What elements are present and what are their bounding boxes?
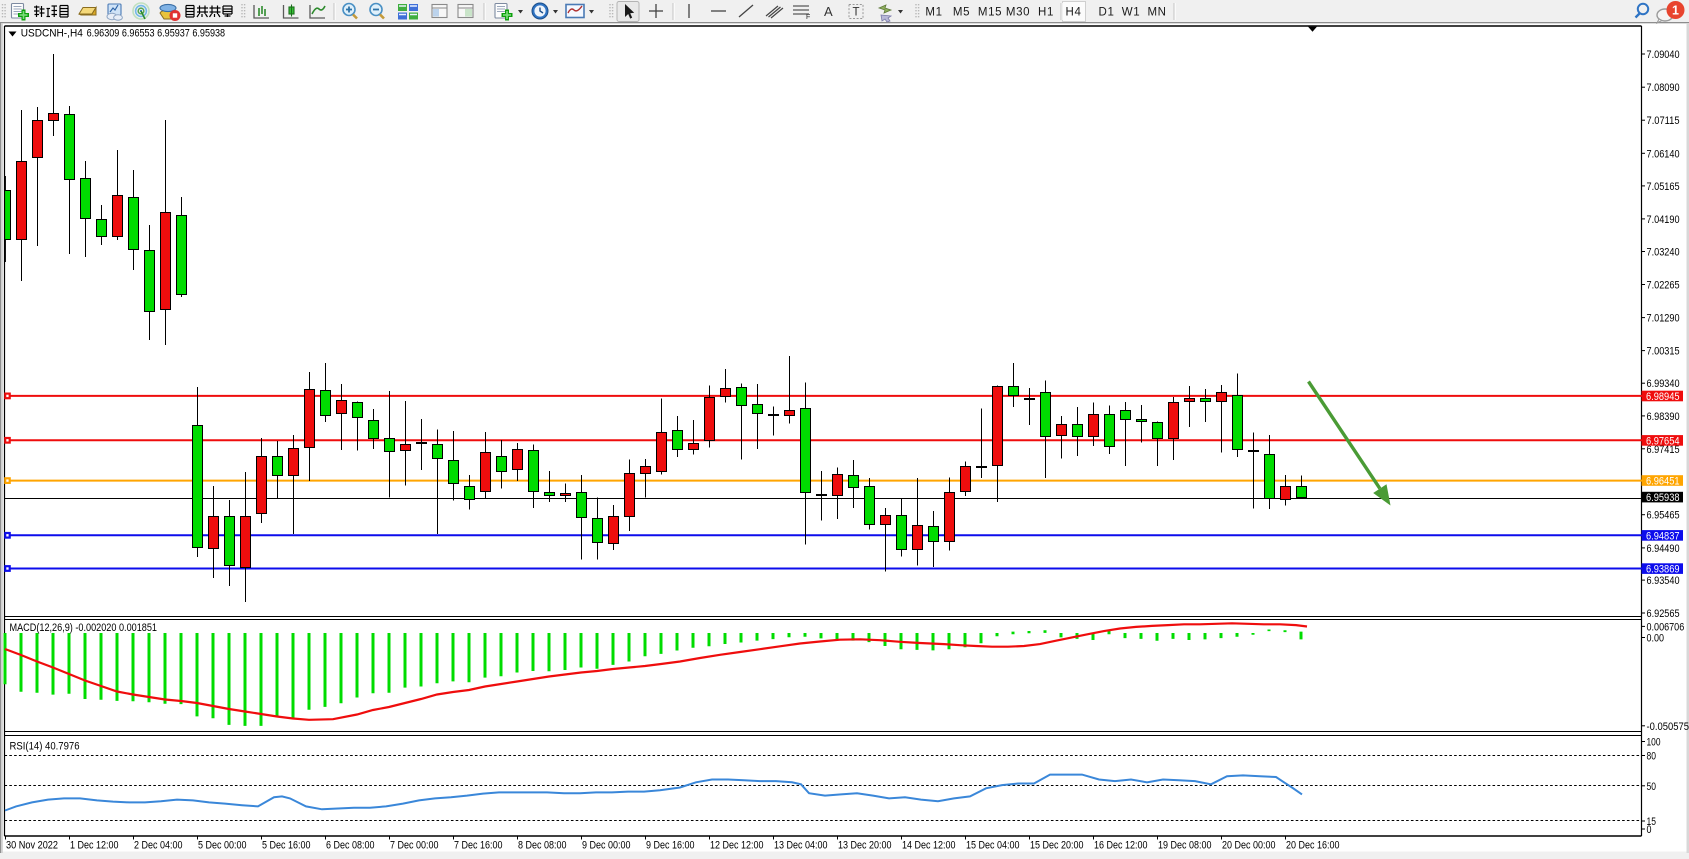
svg-text:6.97415: 6.97415 [1647, 444, 1680, 456]
svg-text:0.006706: 0.006706 [1647, 621, 1685, 633]
svg-text:9 Dec 16:00: 9 Dec 16:00 [646, 840, 695, 852]
svg-text:1 Dec 12:00: 1 Dec 12:00 [70, 840, 119, 852]
svg-text:19 Dec 08:00: 19 Dec 08:00 [1158, 840, 1212, 852]
svg-text:M5: M5 [953, 6, 970, 18]
svg-text:9 Dec 00:00: 9 Dec 00:00 [582, 840, 631, 852]
svg-text:15 Dec 20:00: 15 Dec 20:00 [1030, 840, 1084, 852]
svg-text:7.09040: 7.09040 [1647, 49, 1680, 61]
svg-text:20 Dec 00:00: 20 Dec 00:00 [1222, 840, 1276, 852]
svg-text:80: 80 [1647, 751, 1657, 763]
svg-text:M15: M15 [978, 6, 1002, 18]
svg-text:1: 1 [1672, 3, 1679, 17]
svg-text:RSI(14) 40.7976: RSI(14) 40.7976 [10, 741, 80, 753]
svg-text:6.96309 6.96553 6.95937 6.9593: 6.96309 6.96553 6.95937 6.95938 [87, 27, 226, 39]
svg-text:M30: M30 [1006, 6, 1030, 18]
svg-text:F: F [806, 14, 810, 21]
svg-text:6.93540: 6.93540 [1647, 575, 1680, 587]
svg-text:50: 50 [1647, 781, 1657, 793]
svg-text:7.05165: 7.05165 [1647, 181, 1680, 193]
svg-text:6.95938: 6.95938 [1646, 492, 1680, 504]
svg-text:MACD(12,26,9) -0.002020 0.0018: MACD(12,26,9) -0.002020 0.001851 [10, 622, 158, 634]
svg-text:5 Dec 16:00: 5 Dec 16:00 [262, 840, 311, 852]
svg-text:6.99340: 6.99340 [1647, 378, 1680, 390]
svg-text:7.06140: 7.06140 [1647, 148, 1680, 160]
svg-text:14 Dec 12:00: 14 Dec 12:00 [902, 840, 956, 852]
svg-text:6 Dec 08:00: 6 Dec 08:00 [326, 840, 375, 852]
svg-text:7.03240: 7.03240 [1647, 247, 1680, 259]
svg-text:30 Nov 2022: 30 Nov 2022 [6, 840, 58, 852]
svg-text:16 Dec 12:00: 16 Dec 12:00 [1094, 840, 1148, 852]
svg-text:D1: D1 [1099, 6, 1115, 18]
svg-text:H1: H1 [1038, 6, 1054, 18]
svg-text:7.07115: 7.07115 [1647, 115, 1680, 127]
svg-text:W1: W1 [1122, 6, 1140, 18]
svg-text:6.95465: 6.95465 [1647, 510, 1680, 522]
svg-text:5 Dec 00:00: 5 Dec 00:00 [198, 840, 247, 852]
svg-text:7 Dec 00:00: 7 Dec 00:00 [390, 840, 439, 852]
svg-text:20 Dec 16:00: 20 Dec 16:00 [1286, 840, 1340, 852]
svg-text:7.04190: 7.04190 [1647, 214, 1680, 226]
svg-text:6.96451: 6.96451 [1646, 475, 1680, 487]
svg-text:7.01290: 7.01290 [1647, 313, 1680, 325]
svg-text:H4: H4 [1066, 6, 1082, 18]
svg-text:7.08090: 7.08090 [1647, 82, 1680, 94]
svg-text:15 Dec 04:00: 15 Dec 04:00 [966, 840, 1020, 852]
svg-text:12 Dec 12:00: 12 Dec 12:00 [710, 840, 764, 852]
svg-text:7.02265: 7.02265 [1647, 280, 1680, 292]
svg-text:A: A [824, 4, 833, 19]
svg-text:8 Dec 08:00: 8 Dec 08:00 [518, 840, 567, 852]
svg-text:6.98390: 6.98390 [1647, 411, 1680, 423]
svg-text:2 Dec 04:00: 2 Dec 04:00 [134, 840, 183, 852]
svg-text:7.00315: 7.00315 [1647, 346, 1680, 358]
svg-text:100: 100 [1647, 737, 1661, 749]
svg-text:7 Dec 16:00: 7 Dec 16:00 [454, 840, 503, 852]
svg-text:6.94490: 6.94490 [1647, 543, 1680, 555]
svg-text:15: 15 [1647, 816, 1657, 828]
svg-text:MN: MN [1147, 6, 1166, 18]
svg-text:6.92565: 6.92565 [1647, 608, 1680, 620]
svg-text:6.98945: 6.98945 [1646, 391, 1680, 403]
svg-text:T: T [853, 7, 860, 19]
svg-text:6.94837: 6.94837 [1646, 530, 1680, 542]
svg-text:-0.050575: -0.050575 [1647, 721, 1689, 733]
svg-text:13 Dec 04:00: 13 Dec 04:00 [774, 840, 828, 852]
svg-text:0.00: 0.00 [1647, 633, 1665, 645]
svg-text:USDCNH-,H4: USDCNH-,H4 [21, 27, 83, 39]
svg-text:M1: M1 [925, 6, 942, 18]
svg-text:6.93869: 6.93869 [1646, 564, 1680, 576]
svg-text:13 Dec 20:00: 13 Dec 20:00 [838, 840, 892, 852]
svg-text:0: 0 [1647, 824, 1652, 836]
svg-text:6.97654: 6.97654 [1646, 435, 1680, 447]
